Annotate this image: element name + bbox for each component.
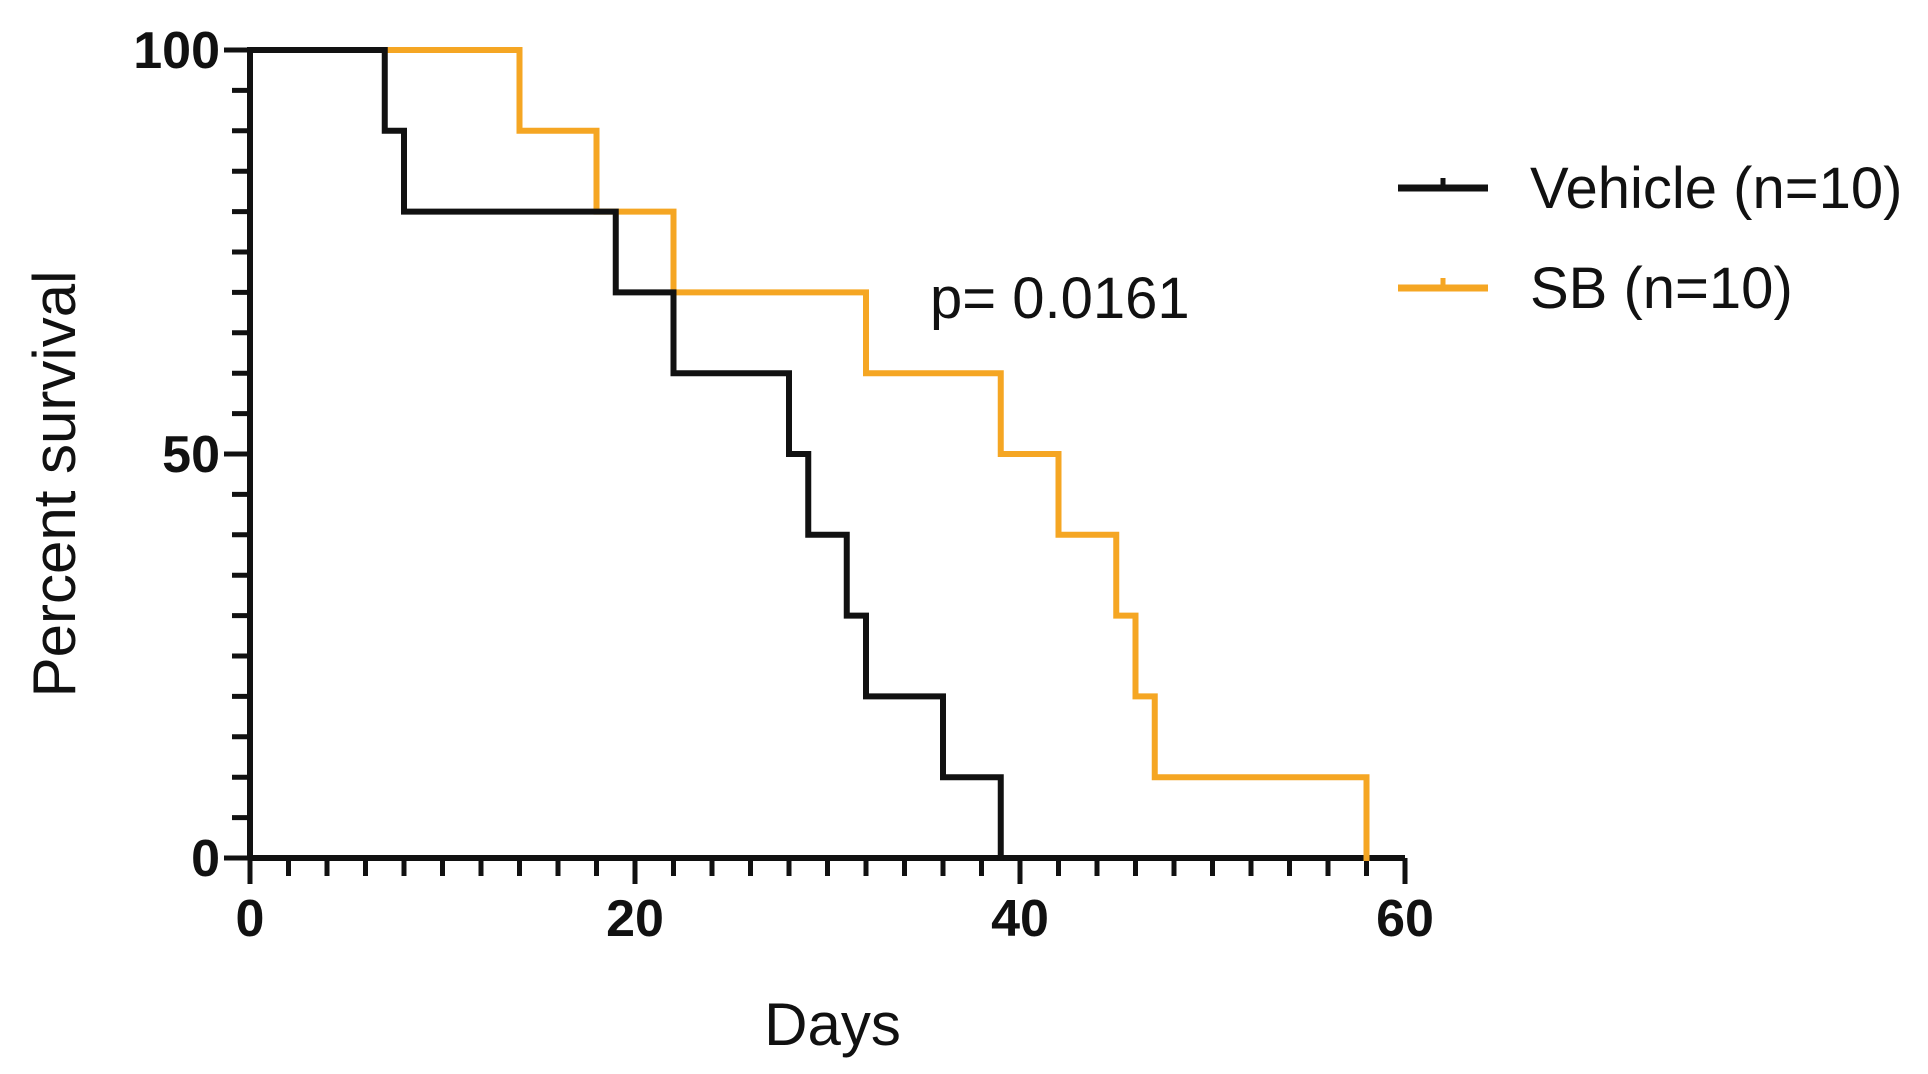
survival-curve-sb (247, 47, 1370, 861)
x-tick-label: 0 (236, 890, 265, 948)
legend-label-vehicle: Vehicle (n=10) (1530, 156, 1902, 221)
p-value-annotation: p= 0.0161 (930, 266, 1190, 331)
y-tick-label: 50 (162, 426, 220, 484)
legend: Vehicle (n=10) SB (n=10) (1398, 156, 1902, 321)
survival-curve-vehicle (247, 47, 1004, 861)
y-axis-title: Percent survival (21, 271, 88, 698)
y-tick-label: 0 (191, 830, 220, 888)
series-layer (247, 47, 1370, 861)
axes: 0 20 40 60 0 50 100 (133, 22, 1434, 948)
x-tick-label: 40 (991, 890, 1049, 948)
x-tick-label: 60 (1376, 890, 1434, 948)
legend-label-sb: SB (n=10) (1530, 256, 1793, 321)
x-tick-label: 20 (606, 890, 664, 948)
y-tick-label: 100 (133, 22, 220, 80)
x-axis-title: Days (764, 991, 901, 1058)
labels-layer: p= 0.0161 Days Percent survival (21, 266, 1190, 1058)
